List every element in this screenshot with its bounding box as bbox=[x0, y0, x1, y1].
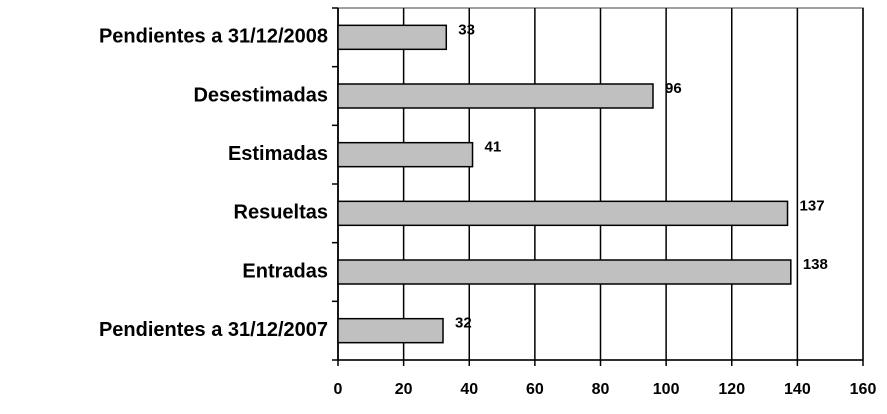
bar bbox=[337, 317, 444, 344]
x-tick-label: 0 bbox=[334, 381, 343, 398]
y-tick-label: Pendientes a 31/12/2007 bbox=[99, 319, 328, 341]
bar bbox=[337, 200, 789, 227]
x-tick-label: 20 bbox=[395, 381, 413, 398]
y-tick-label: Pendientes a 31/12/2008 bbox=[99, 26, 328, 48]
data-label: 32 bbox=[455, 315, 472, 332]
y-tick-label: Resueltas bbox=[234, 202, 329, 224]
x-tick-label: 160 bbox=[850, 381, 877, 398]
bar bbox=[337, 83, 654, 109]
data-label: 33 bbox=[458, 21, 475, 38]
data-label: 137 bbox=[800, 197, 825, 214]
y-tick-label: Estimadas bbox=[228, 143, 328, 165]
x-tick-label: 140 bbox=[784, 381, 811, 398]
bar bbox=[337, 259, 792, 285]
x-tick-label: 120 bbox=[718, 381, 745, 398]
bar bbox=[337, 141, 474, 168]
bar bbox=[337, 24, 448, 51]
data-label: 96 bbox=[665, 80, 682, 97]
x-tick-label: 80 bbox=[592, 381, 610, 398]
x-tick-label: 100 bbox=[653, 381, 680, 398]
x-tick-label: 40 bbox=[460, 381, 478, 398]
data-label: 41 bbox=[485, 139, 502, 156]
data-label: 138 bbox=[803, 256, 828, 273]
y-tick-label: Desestimadas bbox=[193, 84, 328, 106]
y-tick-label: Entradas bbox=[242, 260, 328, 282]
x-tick-label: 60 bbox=[526, 381, 544, 398]
